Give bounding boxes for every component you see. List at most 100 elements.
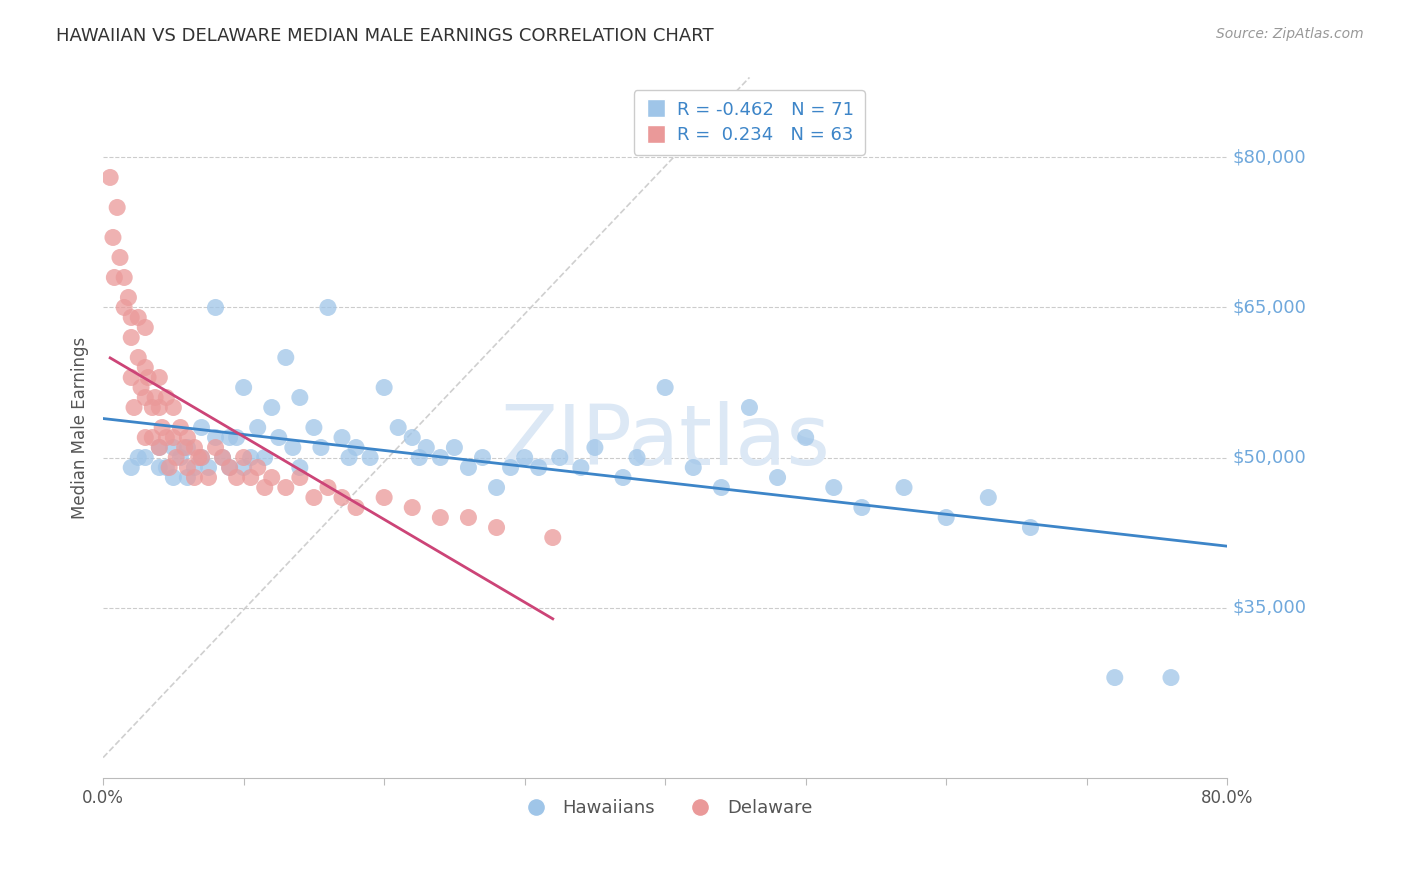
Point bbox=[823, 481, 845, 495]
Point bbox=[98, 170, 121, 185]
Point bbox=[162, 470, 184, 484]
Point bbox=[232, 380, 254, 394]
Point bbox=[1019, 520, 1042, 534]
Text: ZIPatlas: ZIPatlas bbox=[501, 401, 830, 482]
Point bbox=[197, 460, 219, 475]
Point bbox=[710, 481, 733, 495]
Point bbox=[162, 441, 184, 455]
Point bbox=[654, 380, 676, 394]
Point bbox=[136, 370, 159, 384]
Point bbox=[548, 450, 571, 465]
Point bbox=[527, 460, 550, 475]
Point bbox=[225, 470, 247, 484]
Point bbox=[148, 401, 170, 415]
Point bbox=[134, 450, 156, 465]
Point bbox=[183, 441, 205, 455]
Text: Source: ZipAtlas.com: Source: ZipAtlas.com bbox=[1216, 27, 1364, 41]
Point bbox=[190, 450, 212, 465]
Point bbox=[309, 441, 332, 455]
Point bbox=[274, 481, 297, 495]
Point bbox=[337, 450, 360, 465]
Point bbox=[134, 360, 156, 375]
Point bbox=[169, 420, 191, 434]
Point bbox=[429, 510, 451, 524]
Point bbox=[267, 430, 290, 444]
Point bbox=[766, 470, 789, 484]
Point bbox=[155, 430, 177, 444]
Point bbox=[253, 481, 276, 495]
Point bbox=[176, 470, 198, 484]
Point bbox=[204, 301, 226, 315]
Point bbox=[682, 460, 704, 475]
Point bbox=[117, 290, 139, 304]
Point bbox=[429, 450, 451, 465]
Point bbox=[246, 420, 269, 434]
Point bbox=[112, 270, 135, 285]
Point bbox=[101, 230, 124, 244]
Y-axis label: Median Male Earnings: Median Male Earnings bbox=[72, 336, 89, 518]
Point bbox=[197, 470, 219, 484]
Point bbox=[281, 441, 304, 455]
Point bbox=[274, 351, 297, 365]
Point bbox=[457, 460, 479, 475]
Point bbox=[457, 510, 479, 524]
Point bbox=[373, 491, 395, 505]
Point bbox=[183, 460, 205, 475]
Point bbox=[155, 391, 177, 405]
Text: HAWAIIAN VS DELAWARE MEDIAN MALE EARNINGS CORRELATION CHART: HAWAIIAN VS DELAWARE MEDIAN MALE EARNING… bbox=[56, 27, 714, 45]
Point bbox=[359, 450, 381, 465]
Text: $80,000: $80,000 bbox=[1233, 148, 1306, 167]
Text: $50,000: $50,000 bbox=[1233, 449, 1306, 467]
Point bbox=[120, 370, 142, 384]
Point bbox=[373, 380, 395, 394]
Point bbox=[190, 450, 212, 465]
Point bbox=[120, 330, 142, 344]
Point bbox=[583, 441, 606, 455]
Point bbox=[246, 460, 269, 475]
Point bbox=[260, 401, 283, 415]
Point bbox=[134, 430, 156, 444]
Point bbox=[204, 430, 226, 444]
Point bbox=[148, 370, 170, 384]
Point bbox=[162, 401, 184, 415]
Point bbox=[232, 450, 254, 465]
Point bbox=[302, 420, 325, 434]
Point bbox=[738, 401, 761, 415]
Point bbox=[134, 391, 156, 405]
Point bbox=[288, 391, 311, 405]
Text: $65,000: $65,000 bbox=[1233, 299, 1306, 317]
Point bbox=[253, 450, 276, 465]
Point bbox=[499, 460, 522, 475]
Point bbox=[190, 420, 212, 434]
Point bbox=[141, 401, 163, 415]
Point bbox=[977, 491, 1000, 505]
Point bbox=[183, 470, 205, 484]
Point bbox=[935, 510, 957, 524]
Point bbox=[165, 450, 187, 465]
Point bbox=[288, 460, 311, 475]
Point bbox=[401, 500, 423, 515]
Point bbox=[127, 351, 149, 365]
Point bbox=[157, 460, 180, 475]
Point bbox=[225, 430, 247, 444]
Point bbox=[120, 460, 142, 475]
Point bbox=[485, 481, 508, 495]
Point bbox=[513, 450, 536, 465]
Point bbox=[218, 430, 240, 444]
Point bbox=[239, 450, 262, 465]
Point bbox=[204, 441, 226, 455]
Point bbox=[401, 430, 423, 444]
Point bbox=[148, 441, 170, 455]
Point bbox=[148, 441, 170, 455]
Point bbox=[626, 450, 648, 465]
Point bbox=[211, 450, 233, 465]
Point bbox=[443, 441, 465, 455]
Point bbox=[218, 460, 240, 475]
Point bbox=[187, 450, 209, 465]
Point bbox=[173, 441, 195, 455]
Point bbox=[232, 460, 254, 475]
Point bbox=[143, 391, 166, 405]
Point bbox=[127, 450, 149, 465]
Point bbox=[316, 301, 339, 315]
Point bbox=[471, 450, 494, 465]
